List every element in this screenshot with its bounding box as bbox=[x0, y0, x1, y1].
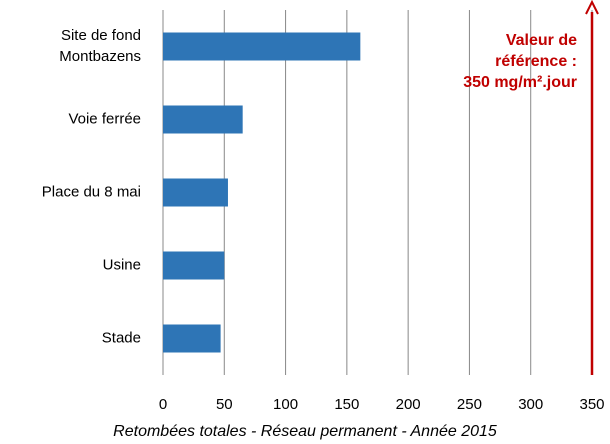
x-tick-label: 250 bbox=[457, 396, 482, 413]
x-tick-label: 0 bbox=[159, 396, 167, 413]
x-tick-label: 50 bbox=[216, 396, 233, 413]
bar bbox=[163, 32, 361, 61]
x-tick-label: 200 bbox=[396, 396, 421, 413]
x-tick-label: 300 bbox=[518, 396, 543, 413]
y-tick-label: Stade bbox=[102, 329, 141, 346]
x-tick-label: 100 bbox=[273, 396, 298, 413]
bar bbox=[163, 105, 243, 134]
y-tick-label: Usine bbox=[103, 256, 141, 273]
y-tick-label: Place du 8 mai bbox=[42, 183, 141, 200]
bar bbox=[163, 251, 225, 280]
y-tick-label: Voie ferrée bbox=[68, 110, 141, 127]
x-tick-label: 150 bbox=[334, 396, 359, 413]
y-tick-label: Site de fond Montbazens bbox=[59, 27, 141, 65]
annotation: Valeur de référence :350 mg/m².jour bbox=[463, 32, 577, 91]
bar bbox=[163, 324, 221, 353]
bar bbox=[163, 178, 228, 207]
chart-title: Retombées totales - Réseau permanent - A… bbox=[113, 423, 497, 440]
reference-arrowhead bbox=[585, 0, 599, 15]
x-tick-label: 350 bbox=[579, 396, 604, 413]
